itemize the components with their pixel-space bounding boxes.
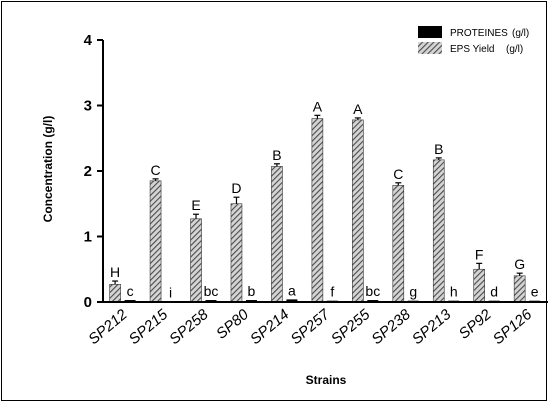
significance-label-proteines: d: [490, 284, 498, 300]
x-tick-label: SP213: [409, 306, 455, 348]
bar-eps-yield-sp214: [271, 166, 283, 303]
y-tick-label: 0: [84, 294, 92, 311]
legend-label-eps-yield: EPS Yield: [450, 44, 494, 55]
y-tick-label: 1: [84, 229, 92, 246]
significance-label-eps-yield: D: [231, 180, 241, 196]
x-tick-label: SP258: [166, 306, 212, 348]
x-tick-label: SP255: [328, 306, 374, 348]
significance-label-eps-yield: H: [110, 264, 120, 280]
significance-label-eps-yield: F: [475, 246, 484, 262]
y-tick-label: 4: [84, 32, 93, 49]
significance-label-proteines: a: [288, 282, 296, 298]
bar-eps-yield-sp258: [190, 218, 202, 303]
bar-eps-yield-sp238: [392, 185, 405, 303]
significance-label-proteines: bc: [204, 283, 219, 299]
bar-eps-yield-sp126: [513, 275, 526, 303]
legend-unit-eps-yield: (g/l): [506, 44, 523, 55]
significance-label-eps-yield: C: [393, 166, 403, 182]
axes: [102, 40, 548, 303]
bar-eps-yield-sp92: [473, 268, 486, 303]
significance-label-proteines: g: [409, 284, 417, 300]
x-tick-label: SP215: [126, 306, 172, 348]
significance-label-eps-yield: A: [313, 98, 323, 114]
bar-eps-yield-sp255: [352, 119, 364, 303]
significance-label-eps-yield: C: [151, 162, 161, 178]
legend-label-proteines: PROTEINES: [450, 28, 508, 39]
significance-label-proteines: i: [169, 284, 172, 300]
significance-label-proteines: h: [450, 284, 458, 300]
significance-label-proteines: c: [127, 283, 134, 299]
bar-eps-yield-sp215: [149, 180, 162, 303]
y-tick-label: 3: [84, 98, 92, 115]
significance-label-eps-yield: E: [191, 197, 200, 213]
bar-eps-yield-sp257: [311, 118, 324, 303]
significance-label-eps-yield: G: [514, 256, 525, 272]
bar-eps-yield-sp212: [109, 284, 121, 303]
x-tick-label: SP92: [456, 306, 496, 343]
bar-eps-yield-sp213: [432, 159, 445, 303]
y-tick-label: 2: [84, 163, 92, 180]
significance-label-eps-yield: B: [434, 141, 443, 157]
significance-label-eps-yield: B: [272, 147, 281, 163]
bar-eps-yield-sp80: [230, 203, 243, 303]
significance-label-eps-yield: A: [353, 101, 363, 117]
y-axis-ticks: 0 1 2 3 4: [84, 32, 103, 311]
x-tick-label: SP214: [247, 306, 292, 348]
x-tick-label: SP212: [85, 306, 131, 348]
significance-label-proteines: f: [330, 284, 334, 300]
legend-swatch-proteines: [418, 26, 442, 38]
x-tick-label: SP126: [490, 306, 536, 348]
significance-label-proteines: b: [248, 283, 256, 299]
bar-proteines-sp214: [286, 299, 298, 302]
legend: PROTEINES (g/l) EPS Yield (g/l): [418, 26, 529, 55]
x-tick-label: SP257: [287, 306, 333, 348]
legend-swatch-eps-yield: [418, 42, 442, 54]
x-tick-label: SP238: [368, 306, 414, 348]
x-tick-label: SP80: [213, 306, 253, 343]
y-axis-title: Concentration (g/l): [41, 116, 55, 223]
legend-unit-proteines: (g/l): [512, 28, 529, 39]
significance-label-proteines: e: [531, 284, 539, 300]
significance-label-proteines: bc: [365, 283, 380, 299]
x-axis-title: Strains: [306, 373, 347, 387]
